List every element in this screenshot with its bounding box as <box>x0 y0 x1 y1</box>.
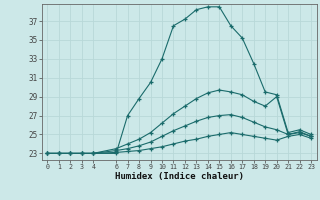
X-axis label: Humidex (Indice chaleur): Humidex (Indice chaleur) <box>115 172 244 181</box>
